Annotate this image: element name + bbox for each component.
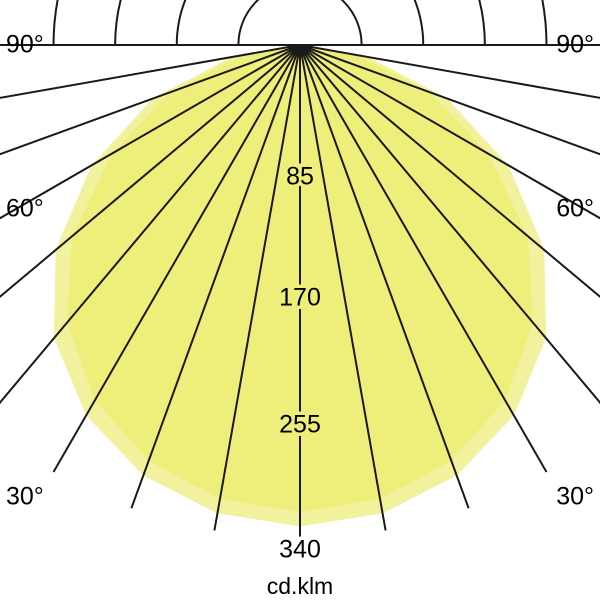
grid-spoke bbox=[0, 44, 301, 156]
radial-label-340: 340 bbox=[279, 536, 321, 564]
grid-spoke bbox=[299, 44, 600, 299]
grid-spoke bbox=[299, 44, 600, 405]
grid-spoke bbox=[0, 44, 301, 405]
angle-label-left-60: 60° bbox=[6, 195, 44, 223]
radial-label-170: 170 bbox=[279, 284, 321, 312]
grid-spoke bbox=[52, 44, 301, 473]
grid-spoke bbox=[299, 44, 548, 473]
grid-spoke bbox=[0, 44, 301, 220]
angle-label-right-90: 90° bbox=[556, 31, 594, 59]
grid-spoke bbox=[299, 44, 387, 531]
grid-spoke bbox=[299, 44, 470, 509]
radial-label-255: 255 bbox=[279, 411, 321, 439]
grid-spoke bbox=[299, 44, 600, 156]
polar-grid-rings bbox=[52, 0, 548, 46]
angle-label-right-30: 30° bbox=[556, 483, 594, 511]
angle-label-left-90: 90° bbox=[6, 31, 44, 59]
grid-spoke bbox=[299, 44, 600, 99]
unit-label: cd.klm bbox=[267, 573, 333, 599]
grid-spoke bbox=[130, 44, 301, 509]
grid-spoke bbox=[0, 44, 301, 99]
grid-spoke bbox=[0, 44, 301, 299]
grid-spoke bbox=[299, 44, 600, 220]
angle-label-left-30: 30° bbox=[6, 483, 44, 511]
grid-ring bbox=[237, 0, 363, 46]
angle-label-right-60: 60° bbox=[556, 195, 594, 223]
radial-label-85: 85 bbox=[286, 163, 314, 191]
grid-spoke bbox=[213, 44, 301, 531]
polar-grid-spokes bbox=[0, 44, 600, 531]
